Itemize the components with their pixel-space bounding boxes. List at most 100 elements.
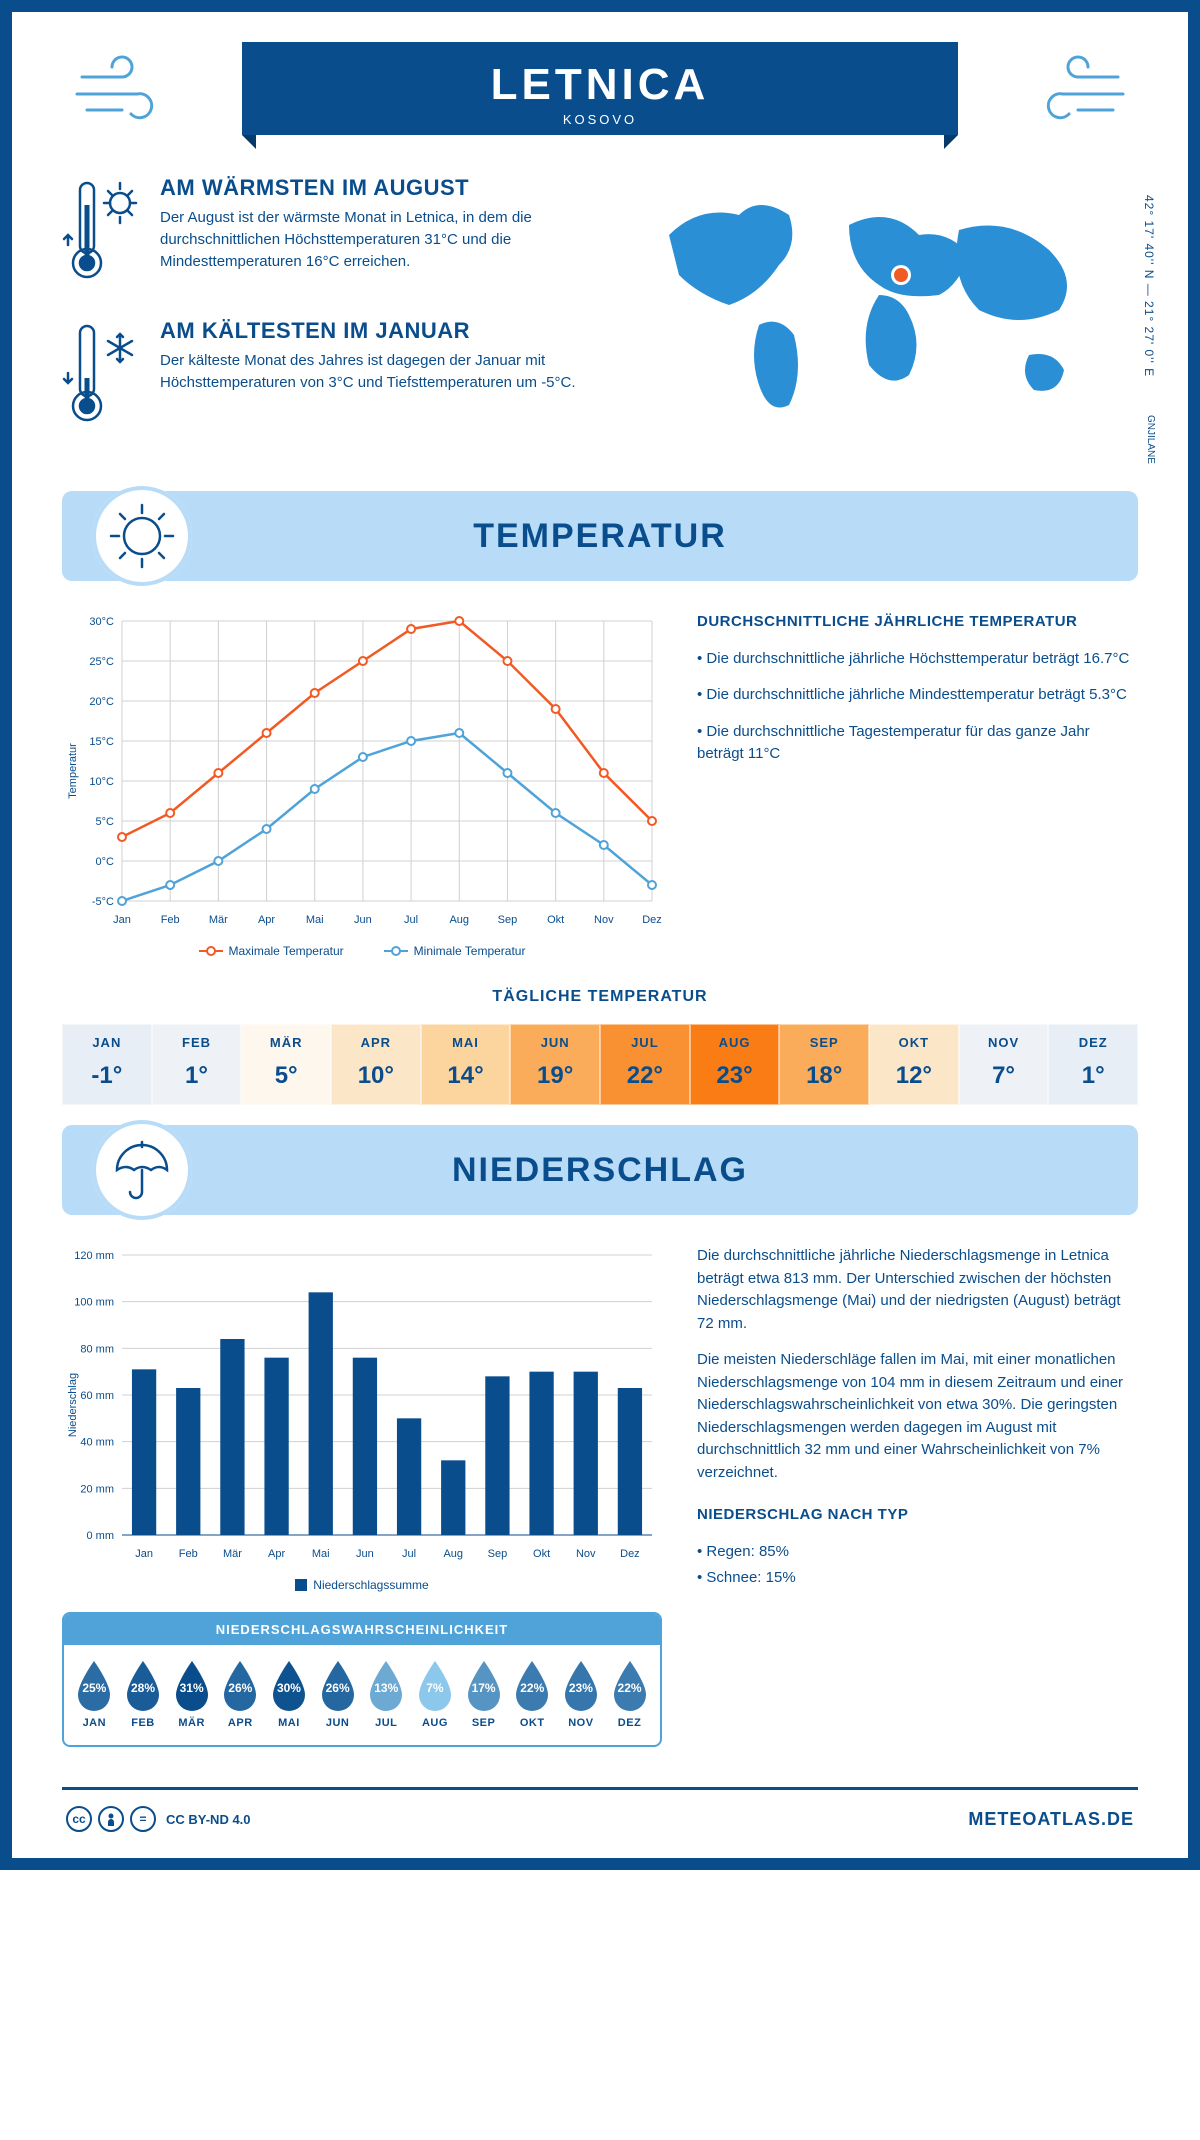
svg-text:30°C: 30°C [89, 616, 114, 628]
probability-drop: 30%MAI [268, 1659, 310, 1729]
daily-temp-cell: OKT12° [869, 1024, 959, 1105]
world-map: 42° 17' 40'' N — 21° 27' 0'' E GNJILANE [620, 175, 1138, 461]
svg-text:Feb: Feb [179, 1548, 198, 1560]
svg-text:Jan: Jan [113, 914, 131, 926]
svg-text:120 mm: 120 mm [74, 1250, 114, 1262]
daily-temp-cell: MAI14° [421, 1024, 511, 1105]
probability-drop: 13%JUL [365, 1659, 407, 1729]
svg-text:20 mm: 20 mm [80, 1483, 114, 1495]
svg-text:0°C: 0°C [96, 856, 115, 868]
svg-text:Mär: Mär [209, 914, 228, 926]
svg-text:Mai: Mai [312, 1548, 330, 1560]
intro-row: AM WÄRMSTEN IM AUGUST Der August ist der… [62, 175, 1138, 461]
sun-icon [92, 486, 192, 586]
probability-drop: 22%OKT [511, 1659, 553, 1729]
precipitation-legend: Niederschlagssumme [62, 1578, 662, 1592]
brand: METEOATLAS.DE [968, 1809, 1134, 1830]
svg-text:Mai: Mai [306, 914, 324, 926]
cc-icon: cc [66, 1806, 92, 1832]
page-title: LETNICA [242, 60, 958, 110]
svg-text:Jan: Jan [135, 1548, 153, 1560]
coldest-block: AM KÄLTESTEN IM JANUAR Der kälteste Mona… [62, 318, 580, 433]
svg-text:15°C: 15°C [89, 736, 114, 748]
coldest-title: AM KÄLTESTEN IM JANUAR [160, 318, 580, 344]
cc-icons: cc = [66, 1806, 156, 1832]
svg-text:Sep: Sep [488, 1548, 508, 1560]
svg-text:0 mm: 0 mm [87, 1530, 115, 1542]
svg-text:Feb: Feb [161, 914, 180, 926]
svg-text:Nov: Nov [594, 914, 614, 926]
warmest-text: Der August ist der wärmste Monat in Letn… [160, 207, 580, 272]
probability-drop: 31%MÄR [171, 1659, 213, 1729]
svg-text:5°C: 5°C [96, 816, 115, 828]
daily-temperature: TÄGLICHE TEMPERATUR JAN-1°FEB1°MÄR5°APR1… [62, 988, 1138, 1105]
svg-text:100 mm: 100 mm [74, 1297, 114, 1309]
wind-icon [1018, 52, 1128, 137]
svg-text:Apr: Apr [258, 914, 275, 926]
daily-temp-cell: JAN-1° [62, 1024, 152, 1105]
svg-text:Okt: Okt [547, 914, 564, 926]
nd-icon: = [130, 1806, 156, 1832]
svg-text:Jun: Jun [354, 914, 372, 926]
svg-text:Sep: Sep [498, 914, 518, 926]
daily-temp-cell: JUN19° [510, 1024, 600, 1105]
coordinates: 42° 17' 40'' N — 21° 27' 0'' E [1142, 195, 1156, 377]
svg-text:Jul: Jul [404, 914, 418, 926]
daily-temp-cell: APR10° [331, 1024, 421, 1105]
page-subtitle: KOSOVO [242, 112, 958, 127]
probability-drop: 25%JAN [73, 1659, 115, 1729]
svg-text:Niederschlag: Niederschlag [67, 1373, 79, 1437]
svg-text:25°C: 25°C [89, 656, 114, 668]
header: LETNICA KOSOVO [62, 42, 1138, 135]
daily-temp-cell: FEB1° [152, 1024, 242, 1105]
probability-drop: 7%AUG [414, 1659, 456, 1729]
page: LETNICA KOSOVO AM WÄRMSTEN IM AUGUST Der… [0, 0, 1200, 1870]
region-label: GNJILANE [1145, 415, 1156, 464]
license-text: CC BY-ND 4.0 [166, 1812, 251, 1827]
svg-text:Dez: Dez [620, 1548, 640, 1560]
daily-temp-cell: MÄR5° [241, 1024, 331, 1105]
svg-text:Mär: Mär [223, 1548, 242, 1560]
svg-text:Nov: Nov [576, 1548, 596, 1560]
daily-temp-cell: SEP18° [779, 1024, 869, 1105]
thermometer-hot-icon [62, 175, 142, 290]
probability-drop: 17%SEP [463, 1659, 505, 1729]
temperature-line-chart: -5°C 0°C 5°C 10°C 15°C 20°C 25°C 30°C Jan Feb Mär A… [62, 611, 662, 931]
svg-text:Temperatur: Temperatur [67, 743, 79, 799]
thermometer-cold-icon [62, 318, 142, 433]
svg-text:-5°C: -5°C [92, 896, 114, 908]
by-icon [98, 1806, 124, 1832]
coldest-text: Der kälteste Monat des Jahres ist dagege… [160, 350, 580, 394]
svg-text:Aug: Aug [449, 914, 469, 926]
svg-text:Jul: Jul [402, 1548, 416, 1560]
daily-temp-cell: DEZ1° [1048, 1024, 1138, 1105]
probability-drop: 23%NOV [560, 1659, 602, 1729]
svg-text:Apr: Apr [268, 1548, 285, 1560]
daily-temp-cell: NOV7° [959, 1024, 1049, 1105]
daily-temp-cell: AUG23° [690, 1024, 780, 1105]
svg-text:20°C: 20°C [89, 696, 114, 708]
temperature-title: TEMPERATUR [473, 517, 727, 556]
umbrella-icon [92, 1120, 192, 1220]
warmest-title: AM WÄRMSTEN IM AUGUST [160, 175, 580, 201]
probability-drop: 28%FEB [122, 1659, 164, 1729]
precipitation-bar-chart: 0 mm20 mm40 mm60 mm80 mm100 mm120 mmJanF… [62, 1245, 662, 1565]
probability-drop: 26%APR [219, 1659, 261, 1729]
precipitation-summary: Die durchschnittliche jährliche Niedersc… [697, 1245, 1138, 1747]
warmest-block: AM WÄRMSTEN IM AUGUST Der August ist der… [62, 175, 580, 290]
svg-text:Okt: Okt [533, 1548, 550, 1560]
precipitation-section-header: NIEDERSCHLAG [62, 1125, 1138, 1215]
daily-temp-cell: JUL22° [600, 1024, 690, 1105]
temperature-legend: Maximale Temperatur Minimale Temperatur [62, 944, 662, 958]
svg-text:10°C: 10°C [89, 776, 114, 788]
svg-text:60 mm: 60 mm [80, 1390, 114, 1402]
probability-drop: 26%JUN [317, 1659, 359, 1729]
svg-text:Dez: Dez [642, 914, 662, 926]
precipitation-title: NIEDERSCHLAG [452, 1151, 748, 1190]
title-ribbon: LETNICA KOSOVO [242, 42, 958, 135]
temperature-summary: DURCHSCHNITTLICHE JÄHRLICHE TEMPERATUR •… [697, 611, 1138, 958]
svg-text:Aug: Aug [443, 1548, 463, 1560]
svg-text:Jun: Jun [356, 1548, 374, 1560]
wind-icon [72, 52, 182, 137]
probability-drop: 22%DEZ [609, 1659, 651, 1729]
